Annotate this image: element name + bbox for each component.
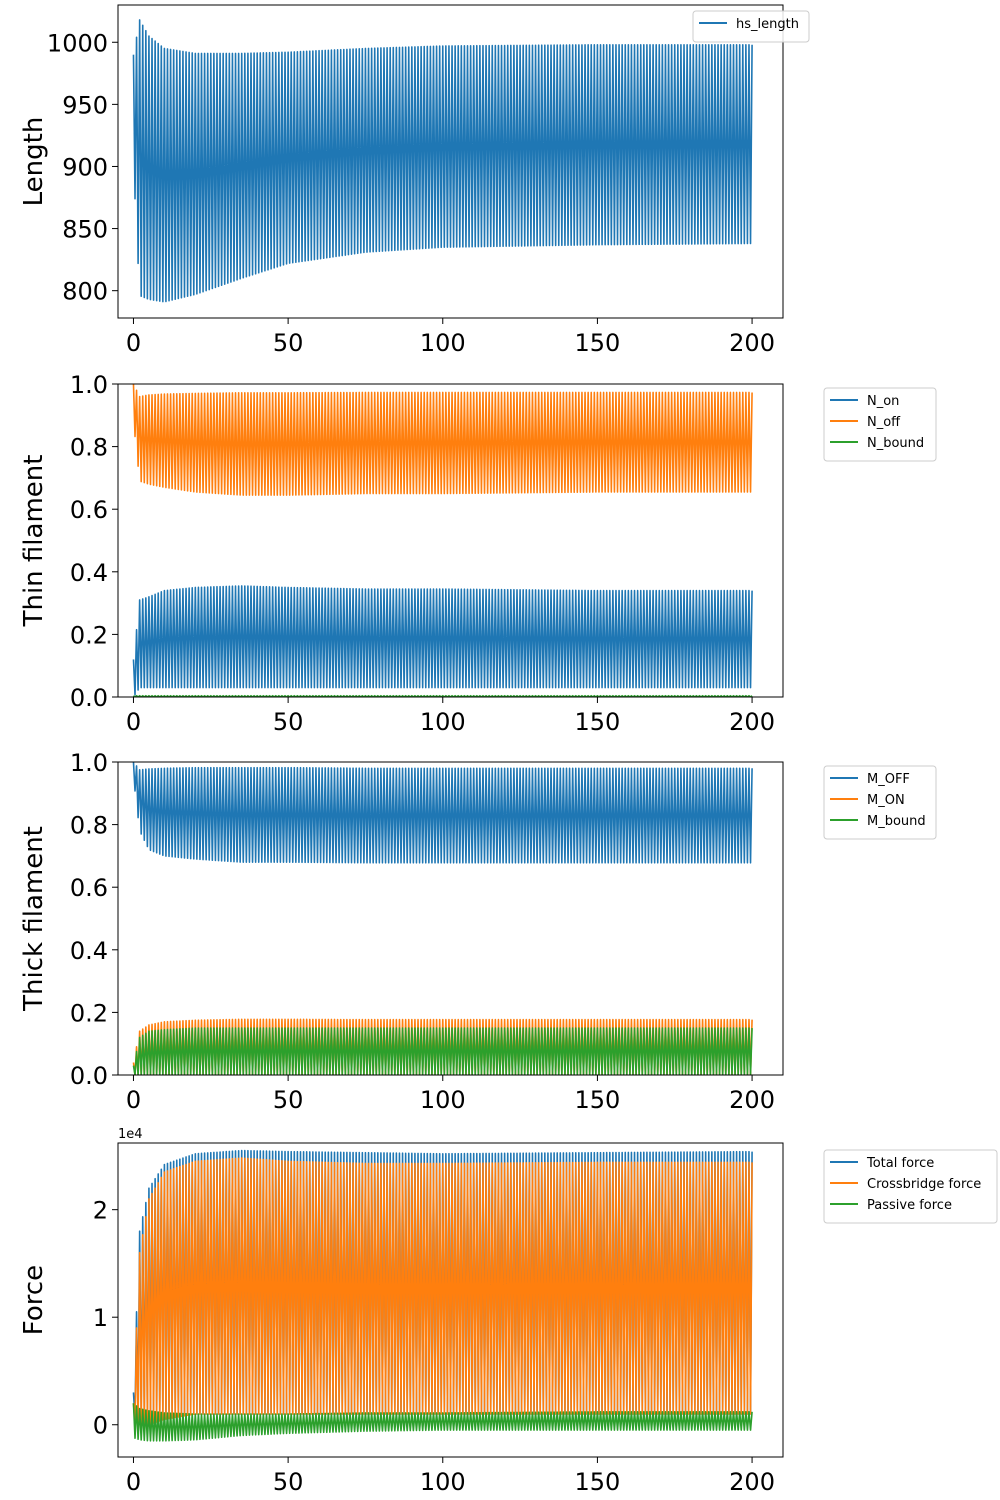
x-tick-label: 100: [420, 708, 466, 736]
series-line-m-bound: [132, 1027, 753, 1075]
legend-box: [823, 1149, 998, 1224]
y-tick-label: 950: [62, 91, 108, 119]
legend: hs_length: [692, 10, 810, 43]
x-tick-label: 50: [273, 1468, 304, 1496]
x-tick-label: 100: [420, 1468, 466, 1496]
legend-label: N_off: [867, 415, 901, 430]
y-tick-label: 2: [93, 1197, 108, 1225]
x-tick-label: 100: [420, 1086, 466, 1114]
legend-box: [692, 10, 810, 43]
x-tick-label: 200: [729, 1086, 775, 1114]
series-line-m-off: [132, 762, 753, 864]
y-tick-label: 0.4: [70, 937, 108, 965]
plot-data: [132, 1149, 753, 1442]
panel-length: 0 50 100 150 200 800 850 900 950 1000 Length hs_len…: [19, 4, 810, 357]
axes-frame: [117, 383, 784, 698]
y-tick-label: 0.2: [70, 621, 108, 649]
y-tick-label: 850: [62, 216, 108, 244]
y-tick-label: 1000: [47, 29, 108, 57]
plot-data: [132, 762, 753, 1075]
x-tick-label: 0: [126, 329, 141, 357]
legend-label: Passive force: [867, 1198, 952, 1213]
y-tick-label: 0.0: [70, 684, 108, 712]
y-tick-label: 800: [62, 278, 108, 306]
y-tick-label: 1.0: [70, 749, 108, 777]
y-tick-label: 0.4: [70, 559, 108, 587]
y-tick-label: 1.0: [70, 371, 108, 399]
legend: N_on N_off N_bound: [823, 387, 937, 462]
y-tick-label: 0.6: [70, 496, 108, 524]
y-tick-label: 0: [93, 1412, 108, 1440]
series-line-hs-length: [132, 19, 753, 303]
y-tick-label: 0.2: [70, 999, 108, 1027]
series-line-n-on: [132, 585, 753, 696]
x-tick-label: 200: [729, 329, 775, 357]
x-tick-label: 150: [575, 329, 621, 357]
x-tick-label: 200: [729, 1468, 775, 1496]
legend: M_OFF M_ON M_bound: [823, 765, 937, 840]
panel-thick-filament: 0 50 100 150 200 0.0 0.2 0.4 0.6 0.8 1.0 Thick fila…: [19, 749, 937, 1114]
legend-label: N_on: [867, 394, 899, 409]
panel-force: 0 50 100 150 200 0 1 2 Force 1e4 Total force Crossb…: [19, 1127, 998, 1496]
axes-frame: [117, 761, 784, 1076]
x-tick-label: 0: [126, 1468, 141, 1496]
legend: Total force Crossbridge force Passive forc…: [823, 1149, 998, 1224]
axes-frame: [117, 4, 784, 319]
y-axis-offset-text: 1e4: [118, 1127, 143, 1142]
legend-label: hs_length: [736, 17, 799, 32]
y-axis-label-force: Force: [19, 1265, 49, 1335]
x-tick-label: 150: [575, 1086, 621, 1114]
y-tick-label: 1: [93, 1304, 108, 1332]
x-tick-label: 150: [575, 1468, 621, 1496]
y-axis-label-thick-filament: Thick filament: [19, 826, 49, 1012]
legend-label: M_bound: [867, 814, 926, 829]
y-axis-label-length: Length: [19, 117, 49, 207]
series-line-n-off: [132, 384, 753, 496]
legend-label: Crossbridge force: [867, 1177, 981, 1192]
y-tick-label: 900: [62, 153, 108, 181]
y-tick-label: 0.6: [70, 874, 108, 902]
x-tick-label: 200: [729, 708, 775, 736]
y-axis-label-thin-filament: Thin filament: [19, 455, 49, 628]
x-tick-label: 50: [273, 329, 304, 357]
legend-label: M_ON: [867, 793, 905, 808]
x-tick-label: 0: [126, 1086, 141, 1114]
y-tick-label: 0.8: [70, 434, 108, 462]
legend-label: N_bound: [867, 436, 924, 451]
x-tick-label: 50: [273, 1086, 304, 1114]
plot-data: [132, 19, 753, 303]
x-tick-label: 100: [420, 329, 466, 357]
y-tick-label: 0.8: [70, 812, 108, 840]
x-tick-label: 0: [126, 708, 141, 736]
x-tick-label: 50: [273, 708, 304, 736]
axes-frame: [117, 1142, 784, 1458]
x-tick-label: 150: [575, 708, 621, 736]
series-line-crossbridge-force: [132, 1157, 753, 1426]
legend-label: M_OFF: [867, 772, 910, 787]
series-line-passive-force: [132, 1403, 753, 1442]
panel-thin-filament: 0 50 100 150 200 0.0 0.2 0.4 0.6 0.8 1.0 Thin filam…: [19, 371, 937, 736]
y-tick-label: 0.0: [70, 1062, 108, 1090]
legend-label: Total force: [866, 1156, 934, 1171]
